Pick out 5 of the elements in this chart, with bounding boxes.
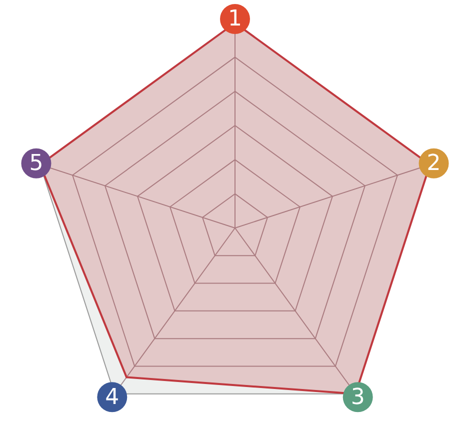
spoke-label: 5 (29, 151, 44, 176)
spoke-label: 3 (350, 384, 365, 410)
spoke-label: 2 (426, 151, 441, 176)
spoke-label: 1 (228, 6, 242, 32)
spoke-label: 4 (105, 384, 120, 410)
